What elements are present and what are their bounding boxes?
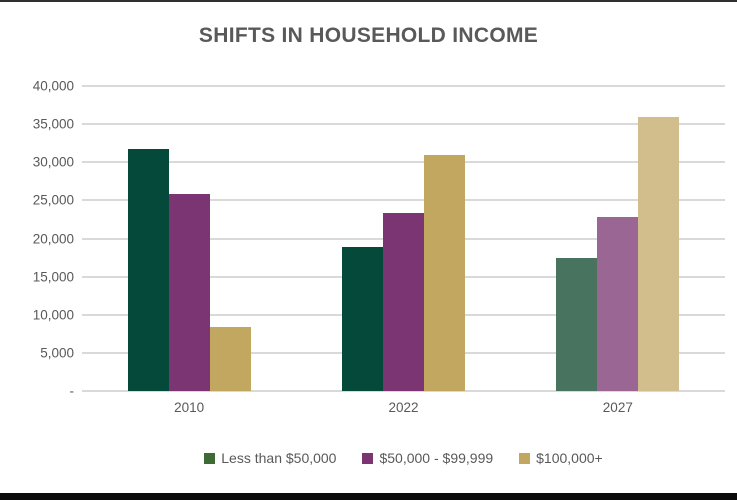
legend-label: $100,000+: [536, 450, 603, 466]
y-axis-tick-label: 30,000: [32, 154, 74, 170]
bar-2022-series-3: [423, 154, 465, 391]
bar-2027-series-2: [597, 217, 639, 391]
gridline-25000: [82, 199, 725, 202]
y-axis-tick-label: 25,000: [32, 192, 74, 208]
gridline-35000: [82, 123, 725, 126]
x-axis: 2010 2022 2027: [82, 400, 725, 415]
x-axis-label-2010: 2010: [174, 400, 205, 415]
legend-item-50k-99k: $50,000 - $99,999: [362, 450, 493, 466]
y-axis-tick-label: 15,000: [32, 268, 74, 284]
category-group-2027: [511, 86, 725, 391]
bar-groups: [82, 86, 725, 391]
gridline-0: [82, 390, 725, 392]
y-axis-tick-label: 40,000: [32, 78, 74, 94]
category-group-2022: [296, 86, 510, 391]
legend: Less than $50,000 $50,000 - $99,999 $100…: [82, 450, 725, 466]
bar-2027-series-1: [556, 257, 598, 391]
chart-title: SHIFTS IN HOUSEHOLD INCOME: [198, 24, 539, 47]
x-axis-label-2022: 2022: [388, 400, 419, 415]
gridline-30000: [82, 161, 725, 164]
y-axis-tick-label: -: [69, 383, 75, 399]
legend-swatch-purple-icon: [362, 452, 374, 464]
plot-area: 40,000 35,000 30,000 25,000 20,000 15,000 10,0…: [33, 79, 725, 397]
y-axis-tick-label: 5,000: [40, 345, 74, 361]
bar-2010-series-2: [168, 194, 210, 391]
y-axis-tick-label: 20,000: [32, 230, 74, 246]
bar-2010-series-3: [209, 326, 251, 391]
top-border-line: [0, 0, 737, 2]
category-group-2010: [82, 86, 296, 391]
legend-swatch-green-icon: [204, 452, 216, 464]
legend-swatch-gold-icon: [519, 452, 531, 464]
bar-2027-series-3: [638, 116, 680, 391]
bar-2022-series-1: [341, 246, 383, 391]
legend-item-less-than-50k: Less than $50,000: [204, 450, 336, 466]
legend-label: Less than $50,000: [221, 450, 337, 466]
y-axis-tick-label: 35,000: [32, 116, 74, 132]
legend-label: $50,000 - $99,999: [379, 450, 494, 466]
bar-2010-series-1: [127, 149, 169, 391]
gridline-40000: [82, 85, 725, 87]
legend-item-100k-plus: $100,000+: [519, 450, 603, 466]
bottom-border-bar: [0, 493, 737, 500]
bar-2022-series-2: [382, 212, 424, 391]
x-axis-label-2027: 2027: [602, 400, 633, 415]
y-axis-tick-label: 10,000: [32, 307, 74, 322]
